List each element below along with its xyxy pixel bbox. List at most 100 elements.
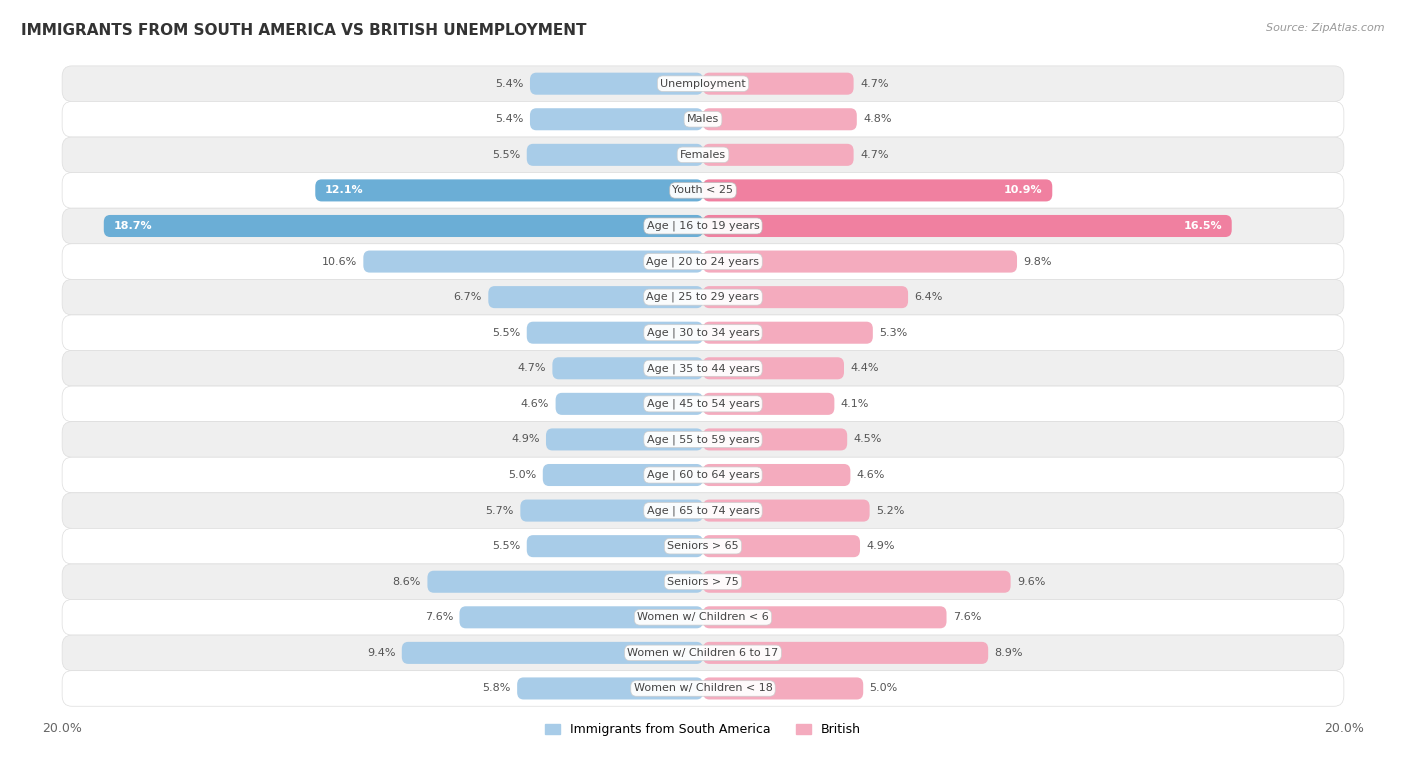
FancyBboxPatch shape: [488, 286, 703, 308]
FancyBboxPatch shape: [62, 279, 1344, 315]
Text: Source: ZipAtlas.com: Source: ZipAtlas.com: [1267, 23, 1385, 33]
FancyBboxPatch shape: [703, 464, 851, 486]
Text: 4.6%: 4.6%: [520, 399, 550, 409]
Text: 8.9%: 8.9%: [994, 648, 1024, 658]
FancyBboxPatch shape: [315, 179, 703, 201]
Text: 4.4%: 4.4%: [851, 363, 879, 373]
FancyBboxPatch shape: [62, 528, 1344, 564]
Text: Age | 65 to 74 years: Age | 65 to 74 years: [647, 506, 759, 516]
Text: Age | 55 to 59 years: Age | 55 to 59 years: [647, 435, 759, 444]
FancyBboxPatch shape: [363, 251, 703, 273]
Text: 5.0%: 5.0%: [508, 470, 536, 480]
Text: 4.7%: 4.7%: [860, 79, 889, 89]
Text: Age | 16 to 19 years: Age | 16 to 19 years: [647, 221, 759, 231]
Text: 8.6%: 8.6%: [392, 577, 420, 587]
FancyBboxPatch shape: [62, 208, 1344, 244]
FancyBboxPatch shape: [427, 571, 703, 593]
Text: 16.5%: 16.5%: [1184, 221, 1222, 231]
Text: 5.0%: 5.0%: [870, 684, 898, 693]
Text: Age | 45 to 54 years: Age | 45 to 54 years: [647, 399, 759, 409]
FancyBboxPatch shape: [460, 606, 703, 628]
Text: 4.5%: 4.5%: [853, 435, 882, 444]
FancyBboxPatch shape: [62, 422, 1344, 457]
Text: Age | 20 to 24 years: Age | 20 to 24 years: [647, 257, 759, 266]
FancyBboxPatch shape: [62, 671, 1344, 706]
FancyBboxPatch shape: [530, 73, 703, 95]
FancyBboxPatch shape: [703, 393, 834, 415]
Text: Unemployment: Unemployment: [661, 79, 745, 89]
Text: 5.5%: 5.5%: [492, 328, 520, 338]
FancyBboxPatch shape: [104, 215, 703, 237]
FancyBboxPatch shape: [703, 108, 856, 130]
FancyBboxPatch shape: [62, 635, 1344, 671]
FancyBboxPatch shape: [546, 428, 703, 450]
Text: 5.5%: 5.5%: [492, 150, 520, 160]
Text: Women w/ Children 6 to 17: Women w/ Children 6 to 17: [627, 648, 779, 658]
Text: 18.7%: 18.7%: [114, 221, 152, 231]
Text: IMMIGRANTS FROM SOUTH AMERICA VS BRITISH UNEMPLOYMENT: IMMIGRANTS FROM SOUTH AMERICA VS BRITISH…: [21, 23, 586, 38]
FancyBboxPatch shape: [703, 606, 946, 628]
Text: 5.8%: 5.8%: [482, 684, 510, 693]
FancyBboxPatch shape: [703, 678, 863, 699]
Text: 7.6%: 7.6%: [425, 612, 453, 622]
Text: 4.1%: 4.1%: [841, 399, 869, 409]
Text: 9.4%: 9.4%: [367, 648, 395, 658]
Legend: Immigrants from South America, British: Immigrants from South America, British: [540, 718, 866, 741]
FancyBboxPatch shape: [517, 678, 703, 699]
FancyBboxPatch shape: [703, 251, 1017, 273]
FancyBboxPatch shape: [62, 315, 1344, 350]
Text: Seniors > 75: Seniors > 75: [666, 577, 740, 587]
FancyBboxPatch shape: [703, 179, 1052, 201]
FancyBboxPatch shape: [62, 386, 1344, 422]
Text: 5.4%: 5.4%: [495, 114, 523, 124]
FancyBboxPatch shape: [62, 244, 1344, 279]
Text: 9.6%: 9.6%: [1017, 577, 1046, 587]
FancyBboxPatch shape: [553, 357, 703, 379]
Text: 4.8%: 4.8%: [863, 114, 891, 124]
Text: Seniors > 65: Seniors > 65: [668, 541, 738, 551]
Text: 5.2%: 5.2%: [876, 506, 904, 516]
FancyBboxPatch shape: [62, 350, 1344, 386]
FancyBboxPatch shape: [530, 108, 703, 130]
Text: 9.8%: 9.8%: [1024, 257, 1052, 266]
Text: 5.5%: 5.5%: [492, 541, 520, 551]
FancyBboxPatch shape: [703, 535, 860, 557]
FancyBboxPatch shape: [62, 137, 1344, 173]
FancyBboxPatch shape: [703, 571, 1011, 593]
FancyBboxPatch shape: [703, 322, 873, 344]
FancyBboxPatch shape: [703, 215, 1232, 237]
FancyBboxPatch shape: [527, 144, 703, 166]
FancyBboxPatch shape: [703, 73, 853, 95]
Text: 5.4%: 5.4%: [495, 79, 523, 89]
FancyBboxPatch shape: [703, 286, 908, 308]
Text: 10.9%: 10.9%: [1004, 185, 1043, 195]
FancyBboxPatch shape: [703, 500, 870, 522]
Text: Age | 60 to 64 years: Age | 60 to 64 years: [647, 470, 759, 480]
Text: 4.9%: 4.9%: [510, 435, 540, 444]
FancyBboxPatch shape: [62, 600, 1344, 635]
Text: 4.7%: 4.7%: [860, 150, 889, 160]
FancyBboxPatch shape: [527, 535, 703, 557]
Text: Women w/ Children < 18: Women w/ Children < 18: [634, 684, 772, 693]
Text: Women w/ Children < 6: Women w/ Children < 6: [637, 612, 769, 622]
Text: 5.3%: 5.3%: [879, 328, 907, 338]
Text: 7.6%: 7.6%: [953, 612, 981, 622]
FancyBboxPatch shape: [555, 393, 703, 415]
FancyBboxPatch shape: [520, 500, 703, 522]
FancyBboxPatch shape: [703, 144, 853, 166]
FancyBboxPatch shape: [62, 101, 1344, 137]
FancyBboxPatch shape: [62, 493, 1344, 528]
FancyBboxPatch shape: [62, 564, 1344, 600]
FancyBboxPatch shape: [62, 66, 1344, 101]
Text: Males: Males: [688, 114, 718, 124]
Text: Age | 35 to 44 years: Age | 35 to 44 years: [647, 363, 759, 373]
Text: 4.9%: 4.9%: [866, 541, 896, 551]
FancyBboxPatch shape: [703, 428, 848, 450]
Text: 4.6%: 4.6%: [856, 470, 886, 480]
Text: 12.1%: 12.1%: [325, 185, 364, 195]
FancyBboxPatch shape: [62, 457, 1344, 493]
FancyBboxPatch shape: [527, 322, 703, 344]
Text: 10.6%: 10.6%: [322, 257, 357, 266]
FancyBboxPatch shape: [543, 464, 703, 486]
Text: 6.7%: 6.7%: [454, 292, 482, 302]
